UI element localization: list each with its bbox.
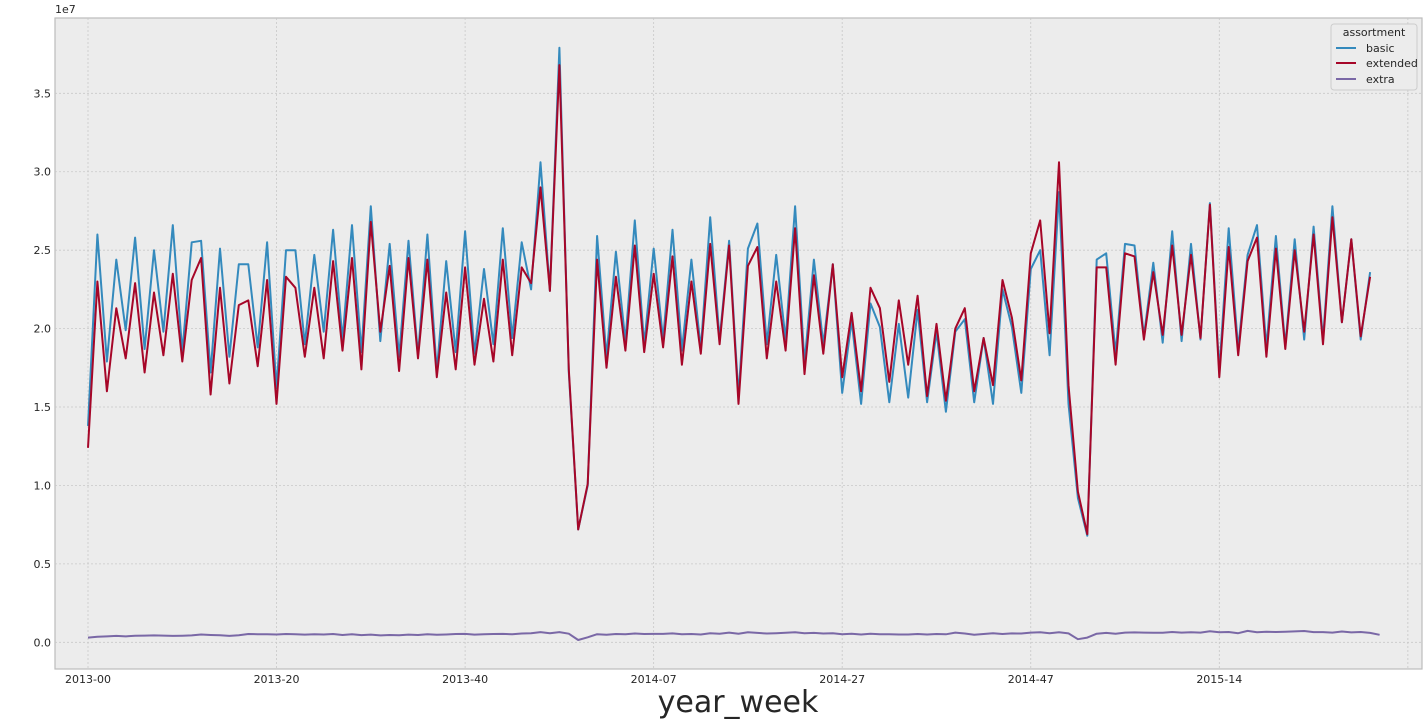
y-tick-label: 2.0	[34, 323, 52, 336]
y-tick-label: 3.5	[34, 87, 52, 100]
legend-label-extended: extended	[1366, 57, 1418, 70]
x-axis-ticks: 2013-00 2013-20 2013-40 2014-07 2014-27 2014-…	[65, 673, 1242, 686]
series-line-extra	[87, 629, 1380, 641]
grid-lines	[55, 18, 1422, 669]
legend-title: assortment	[1343, 26, 1406, 39]
y-tick-label: 2.5	[34, 244, 52, 257]
plot-area	[54, 17, 1423, 670]
y-axis-ticks: 0.0 0.5 1.0 1.5 2.0 2.5 3.0 3.5	[34, 87, 52, 649]
x-tick-label: 2013-40	[442, 673, 488, 686]
x-tick-label: 2014-27	[819, 673, 865, 686]
y-tick-label: 1.0	[34, 479, 52, 492]
y-tick-label: 0.5	[34, 558, 52, 571]
legend-box	[1330, 23, 1418, 91]
y-offset-label: 1e7	[55, 3, 76, 16]
y-tick-label: 0.0	[34, 636, 52, 649]
y-tick-label: 3.0	[34, 166, 52, 179]
legend-label-basic: basic	[1366, 42, 1395, 55]
x-tick-label: 2013-20	[254, 673, 300, 686]
x-axis-label: year_week	[658, 685, 819, 720]
x-tick-label: 2014-07	[631, 673, 677, 686]
legend-label-extra: extra	[1366, 73, 1395, 86]
legend: assortment basic extended extra	[1330, 23, 1418, 91]
series-line-extended	[87, 64, 1372, 536]
x-tick-label: 2013-00	[65, 673, 111, 686]
x-tick-label: 2015-14	[1196, 673, 1242, 686]
x-tick-label: 2014-47	[1008, 673, 1054, 686]
series-layer	[87, 46, 1380, 641]
y-tick-label: 1.5	[34, 401, 52, 414]
